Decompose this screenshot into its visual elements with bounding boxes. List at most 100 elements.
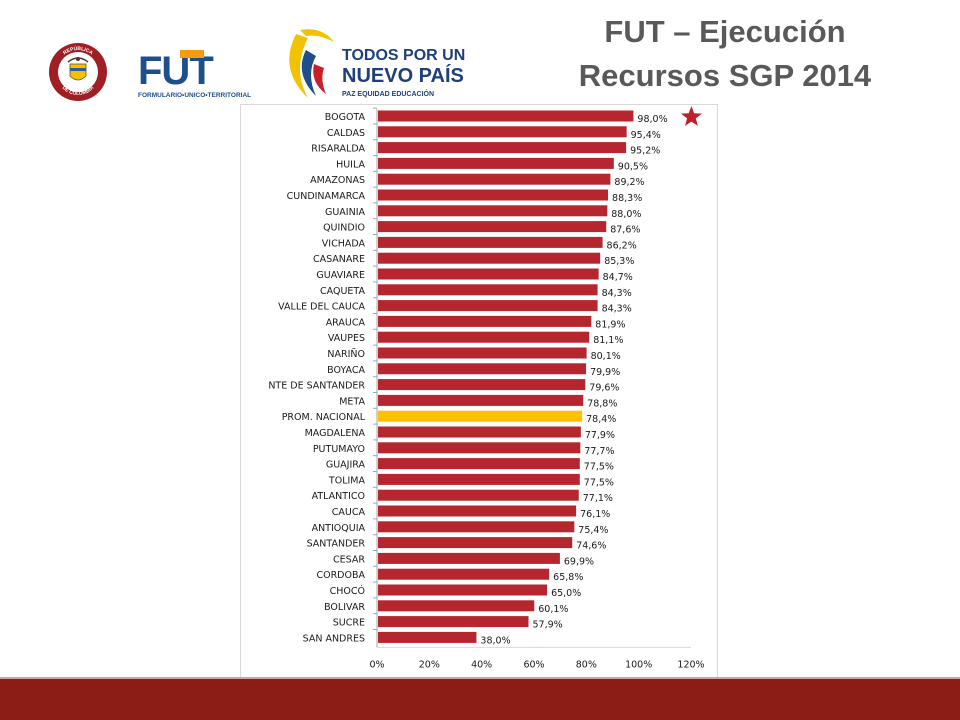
category-label: VALLE DEL CAUCA (278, 302, 365, 313)
bar (378, 268, 599, 280)
bar (378, 568, 550, 580)
data-label: 98,0% (637, 114, 667, 125)
bar (378, 473, 580, 485)
category-label: SAN ANDRES (303, 633, 365, 644)
data-label: 57,9% (533, 620, 563, 631)
bar (378, 331, 590, 343)
category-label: ARAUCA (326, 317, 366, 328)
category-label: QUINDIO (323, 223, 365, 234)
bar (378, 442, 581, 454)
data-label: 65,0% (551, 588, 581, 599)
category-label: META (339, 396, 365, 407)
category-label: CAQUETA (320, 286, 365, 297)
category-label: CAUCA (332, 507, 366, 518)
bar (378, 410, 583, 422)
bar (378, 142, 627, 154)
x-tick-label: 80% (576, 659, 597, 670)
data-label: 86,2% (607, 240, 637, 251)
category-label: PUTUMAYO (313, 444, 365, 455)
data-label: 60,1% (538, 604, 568, 615)
data-label: 79,9% (590, 367, 620, 378)
category-label: CUNDINAMARCA (287, 191, 366, 202)
bar (378, 110, 634, 122)
data-label: 38,0% (480, 635, 510, 646)
bar (378, 426, 581, 438)
data-label: 74,6% (576, 541, 606, 552)
category-label: GUAJIRA (326, 460, 366, 471)
data-label: 90,5% (618, 161, 648, 172)
category-label: CESAR (333, 554, 365, 565)
category-label: TOLIMA (328, 475, 366, 486)
footer-divider (0, 677, 960, 679)
data-label: 75,4% (578, 525, 608, 536)
bar (378, 616, 529, 628)
bar (378, 363, 587, 375)
data-label: 78,8% (587, 398, 617, 409)
category-label: CORDOBA (316, 570, 365, 581)
category-label: ANTIOQUIA (312, 523, 366, 534)
data-label: 78,4% (586, 414, 616, 425)
bar (378, 189, 609, 201)
data-label: 77,9% (585, 430, 615, 441)
todos-logo-line2: NUEVO PAÍS (342, 64, 464, 87)
data-label: 76,1% (580, 509, 610, 520)
bar (378, 221, 607, 233)
category-label: CHOCÓ (330, 585, 365, 597)
x-tick-label: 20% (419, 659, 440, 670)
bar (378, 394, 584, 406)
data-label: 81,9% (595, 319, 625, 330)
category-label: SUCRE (333, 618, 365, 629)
bar (378, 236, 603, 248)
x-tick-label: 60% (523, 659, 544, 670)
bar (378, 458, 580, 470)
data-label: 84,3% (602, 304, 632, 315)
data-label: 95,2% (630, 146, 660, 157)
bar (378, 379, 586, 391)
data-label: 87,6% (610, 225, 640, 236)
todos-logo-tagline: PAZ EQUIDAD EDUCACIÓN (342, 89, 434, 98)
bar (378, 126, 627, 138)
bar (378, 537, 573, 549)
footer-band (0, 679, 960, 720)
data-label: 69,9% (564, 556, 594, 567)
category-label: NTE DE SANTANDER (268, 381, 365, 392)
bar (378, 552, 560, 564)
data-label: 88,3% (612, 193, 642, 204)
slide-title-line1: FUT – Ejecución (604, 14, 846, 49)
category-label: CALDAS (327, 128, 365, 139)
data-label: 77,5% (584, 477, 614, 488)
x-tick-label: 40% (471, 659, 492, 670)
data-label: 65,8% (553, 572, 583, 583)
x-tick-label: 100% (625, 659, 652, 670)
x-tick-label: 0% (369, 659, 384, 670)
data-label: 77,7% (584, 446, 614, 457)
star-icon (681, 106, 702, 126)
category-label: BOYACA (327, 365, 365, 376)
bar (378, 489, 579, 501)
data-label: 84,3% (602, 288, 632, 299)
category-label: HUILA (336, 159, 365, 170)
category-label: VAUPES (328, 333, 365, 344)
fut-logo-subtitle: FORMULARIO•UNICO•TERRITORIAL (138, 92, 251, 99)
data-label: 77,1% (583, 493, 613, 504)
data-label: 84,7% (603, 272, 633, 283)
fut-logo: FUT FORMULARIO•UNICO•TERRITORIAL (138, 49, 251, 99)
bar (378, 631, 477, 643)
bar (378, 315, 592, 327)
data-label: 88,0% (611, 209, 641, 220)
category-label: BOLIVAR (324, 602, 365, 613)
data-label: 80,1% (591, 351, 621, 362)
category-label: NARIÑO (327, 349, 365, 360)
bar (378, 284, 598, 296)
chart-panel: BOGOTA 98,0% CALDAS 95,4% RISARALDA 95,2% HUIL… (240, 104, 718, 678)
colombia-seal-logo: REPÚBLICA DE COLOMBIA (49, 43, 107, 101)
seal-text-top: REPÚBLICA (62, 45, 94, 57)
bar (378, 584, 548, 596)
data-label: 77,5% (584, 462, 614, 473)
bar (378, 157, 614, 169)
bar (378, 300, 598, 312)
bar (378, 205, 608, 217)
category-label: MAGDALENA (305, 428, 366, 439)
category-label: GUAINIA (325, 207, 366, 218)
category-label: VICHADA (322, 238, 366, 249)
